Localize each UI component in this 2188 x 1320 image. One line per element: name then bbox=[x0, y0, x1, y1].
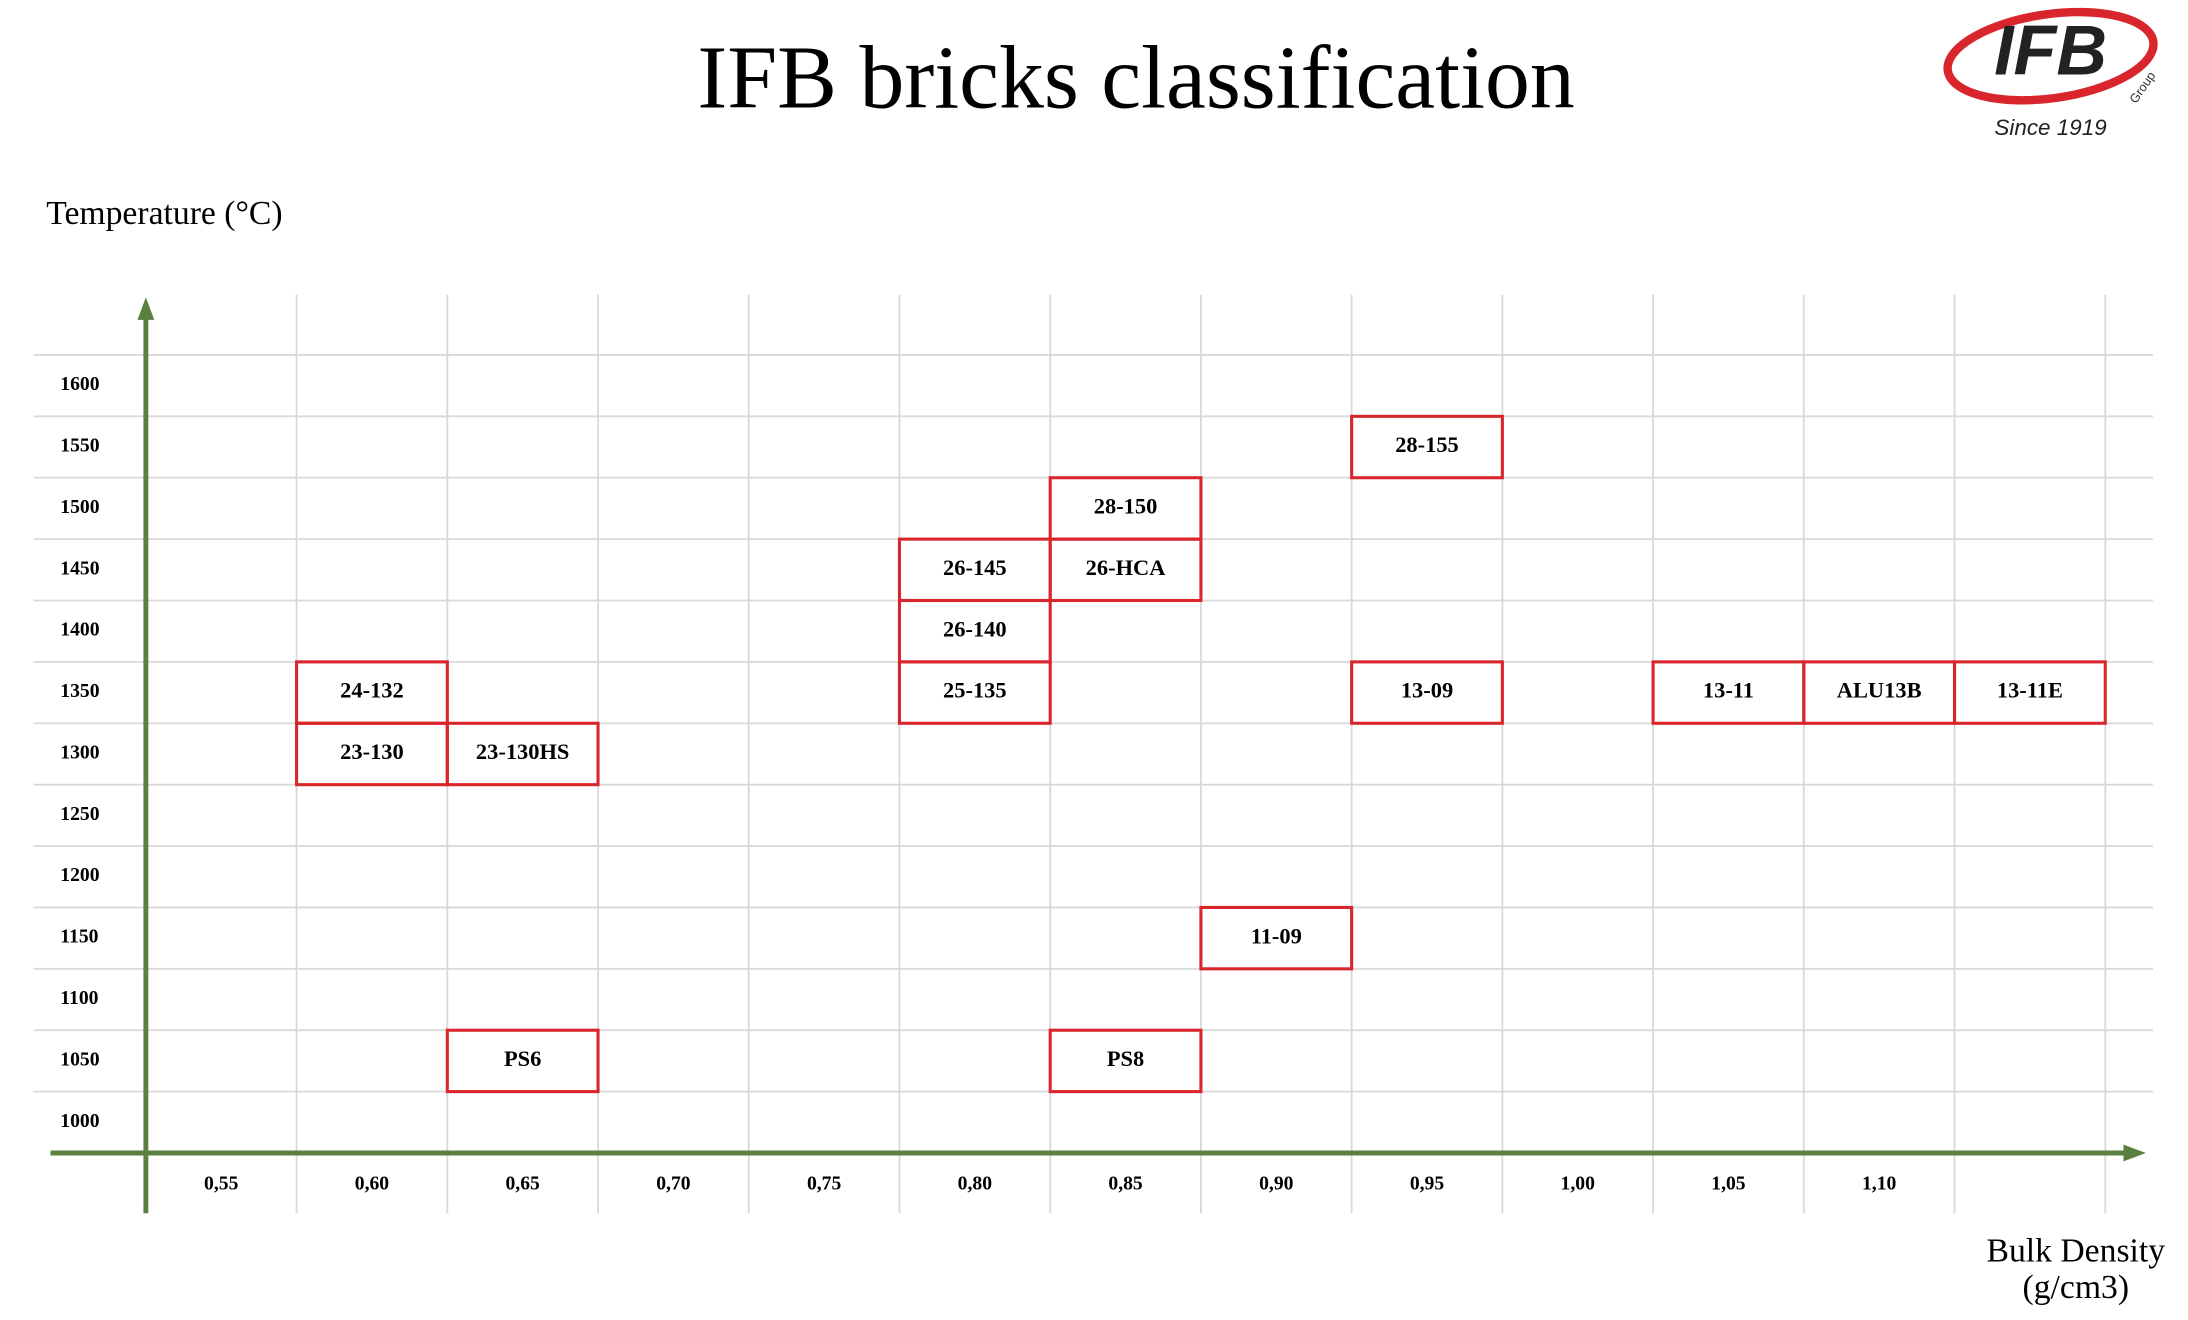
brick-label: 26-145 bbox=[943, 555, 1007, 580]
brick-box bbox=[1199, 905, 1354, 971]
y-tick-label: 1500 bbox=[60, 497, 99, 518]
brick-box bbox=[1048, 1028, 1203, 1094]
y-tick-label: 1600 bbox=[60, 374, 99, 395]
brick-label: PS8 bbox=[1107, 1046, 1144, 1071]
brick-box bbox=[1048, 537, 1203, 603]
y-axis-arrow bbox=[137, 297, 155, 320]
x-tick-label: 0,75 bbox=[807, 1174, 842, 1195]
brick-label: 11-09 bbox=[1251, 923, 1302, 948]
y-tick-label: 1250 bbox=[60, 804, 99, 825]
x-tick-label: 0,70 bbox=[656, 1174, 691, 1195]
logo-since: Since 1919 bbox=[1994, 115, 2107, 140]
x-axis-label: (g/cm3) bbox=[2023, 1269, 2130, 1306]
y-tick-label: 1200 bbox=[60, 865, 99, 886]
brick-box bbox=[445, 1028, 600, 1094]
x-tick-label: 0,80 bbox=[958, 1174, 993, 1195]
logo-brand: IFB bbox=[1994, 12, 2107, 90]
marks: 28-155 28-150 26-145 26-HCA 26-140 24-132 25-1… bbox=[295, 414, 2107, 1094]
brick-label: ALU13B bbox=[1837, 678, 1922, 703]
brick-label: 25-135 bbox=[943, 678, 1007, 703]
logo: IFB Group Since 1919 bbox=[1943, 7, 2158, 140]
y-tick-label: 1450 bbox=[60, 558, 99, 579]
brick-label: 13-09 bbox=[1401, 678, 1453, 703]
y-tick-label: 1550 bbox=[60, 436, 99, 457]
x-tick-label: 0,65 bbox=[505, 1174, 540, 1195]
brick-label: 23-130 bbox=[340, 739, 404, 764]
axes: 0,55 0,60 0,65 0,70 0,75 0,80 0,85 0,90 0,95 1,00… bbox=[50, 297, 2146, 1214]
x-tick-label: 1,00 bbox=[1561, 1174, 1596, 1195]
x-tick-label: 1,10 bbox=[1862, 1174, 1897, 1195]
brick-label: 26-HCA bbox=[1086, 555, 1167, 580]
brick-box bbox=[1952, 660, 2107, 725]
brick-label: 28-150 bbox=[1094, 494, 1158, 519]
chart-title: IFB bricks classification bbox=[697, 29, 1574, 128]
y-tick-label: 1300 bbox=[60, 742, 99, 763]
brick-label: 13-11 bbox=[1703, 678, 1754, 703]
brick-box bbox=[1350, 660, 1504, 725]
y-tick-label: 1150 bbox=[60, 927, 98, 948]
brick-label: 24-132 bbox=[340, 678, 404, 703]
brick-label: 26-140 bbox=[943, 616, 1007, 641]
y-tick-label: 1400 bbox=[60, 620, 99, 641]
y-tick-label: 1350 bbox=[60, 681, 99, 702]
x-tick-label: 0,85 bbox=[1108, 1174, 1143, 1195]
y-axis-label: Temperature (°C) bbox=[46, 195, 282, 232]
brick-label: 28-155 bbox=[1395, 432, 1459, 457]
brick-label: 23-130HS bbox=[476, 739, 569, 764]
x-tick-label: 0,95 bbox=[1410, 1174, 1445, 1195]
brick-label: 13-11E bbox=[1997, 678, 2063, 703]
x-tick-label: 0,55 bbox=[204, 1174, 239, 1195]
x-tick-label: 1,05 bbox=[1711, 1174, 1746, 1195]
x-tick-label: 0,90 bbox=[1259, 1174, 1294, 1195]
logo-swoosh bbox=[1943, 7, 2158, 105]
y-tick-label: 1000 bbox=[60, 1111, 99, 1132]
brick-box bbox=[1350, 414, 1504, 480]
x-tick-label: 0,60 bbox=[355, 1174, 390, 1195]
brick-box bbox=[897, 660, 1052, 725]
brick-label: PS6 bbox=[504, 1046, 541, 1071]
y-tick-label: 1100 bbox=[60, 988, 98, 1009]
brick-box bbox=[445, 721, 600, 787]
x-axis-arrow bbox=[2123, 1144, 2146, 1162]
y-tick-label: 1050 bbox=[60, 1049, 99, 1070]
x-axis-label: Bulk Density bbox=[1987, 1233, 2166, 1270]
